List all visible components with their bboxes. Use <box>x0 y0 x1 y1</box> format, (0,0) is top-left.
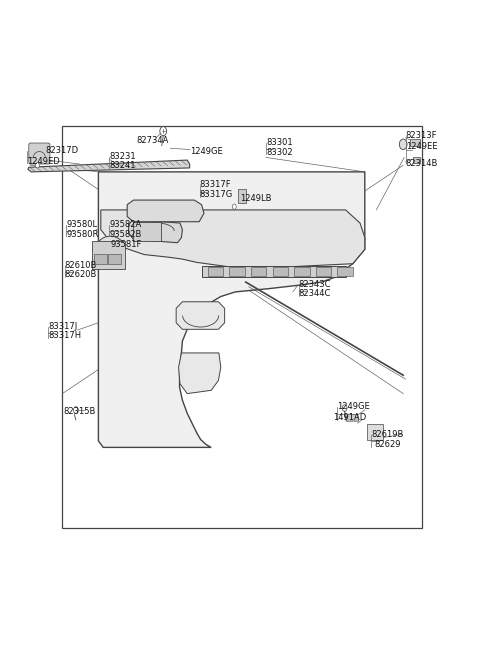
Polygon shape <box>413 157 420 163</box>
Circle shape <box>399 139 407 150</box>
FancyBboxPatch shape <box>29 143 50 164</box>
Text: 82610B: 82610B <box>65 260 97 270</box>
Text: 93581F: 93581F <box>110 240 142 249</box>
Circle shape <box>36 163 39 168</box>
Bar <box>294 267 310 276</box>
Text: 83241: 83241 <box>109 161 136 171</box>
Text: 82734A: 82734A <box>137 136 169 145</box>
Polygon shape <box>127 200 204 222</box>
Text: 83301: 83301 <box>266 138 292 147</box>
Bar <box>62 126 422 528</box>
Bar <box>273 267 288 276</box>
Text: 1249LB: 1249LB <box>240 194 272 203</box>
Bar <box>238 189 246 203</box>
Polygon shape <box>176 302 225 329</box>
Circle shape <box>73 407 78 413</box>
Polygon shape <box>179 353 221 394</box>
Polygon shape <box>346 415 359 421</box>
Text: 83317J: 83317J <box>48 321 77 331</box>
Text: 1249EE: 1249EE <box>406 142 437 152</box>
Text: 82317D: 82317D <box>46 146 79 155</box>
Text: 1491AD: 1491AD <box>333 413 366 422</box>
Bar <box>229 267 245 276</box>
Text: 1249ED: 1249ED <box>27 157 60 166</box>
Text: 83317G: 83317G <box>200 190 233 199</box>
Text: 82315B: 82315B <box>63 407 96 417</box>
Bar <box>337 267 353 276</box>
Text: 93582B: 93582B <box>109 230 142 239</box>
Polygon shape <box>98 172 365 447</box>
Text: 93580R: 93580R <box>66 230 98 239</box>
Bar <box>92 241 125 269</box>
Text: 82619B: 82619B <box>371 430 403 439</box>
Text: 83317F: 83317F <box>200 180 231 190</box>
Text: 82343C: 82343C <box>299 279 331 289</box>
Bar <box>367 424 383 440</box>
Bar <box>208 267 223 276</box>
Bar <box>133 222 161 241</box>
Text: 83317H: 83317H <box>48 331 81 340</box>
Text: 82620B: 82620B <box>65 270 97 279</box>
Bar <box>94 254 107 264</box>
Text: 1249GE: 1249GE <box>190 147 223 156</box>
Circle shape <box>342 405 347 411</box>
Ellipse shape <box>96 236 125 262</box>
Text: 1249GE: 1249GE <box>337 402 370 411</box>
Text: 82313F: 82313F <box>406 131 437 140</box>
Text: 82314B: 82314B <box>406 159 438 169</box>
Text: 83231: 83231 <box>109 152 136 161</box>
Text: 93580L: 93580L <box>66 220 97 229</box>
Bar <box>108 254 121 264</box>
Polygon shape <box>202 266 346 277</box>
Text: 93582A: 93582A <box>109 220 142 229</box>
Polygon shape <box>28 160 190 172</box>
Text: 82629: 82629 <box>374 440 401 449</box>
Polygon shape <box>410 139 420 146</box>
Text: 83302: 83302 <box>266 148 292 157</box>
Bar <box>251 267 266 276</box>
Circle shape <box>232 204 236 209</box>
Text: 82344C: 82344C <box>299 289 331 298</box>
Bar <box>316 267 331 276</box>
Polygon shape <box>101 210 365 269</box>
Circle shape <box>160 127 167 136</box>
Polygon shape <box>129 220 182 243</box>
